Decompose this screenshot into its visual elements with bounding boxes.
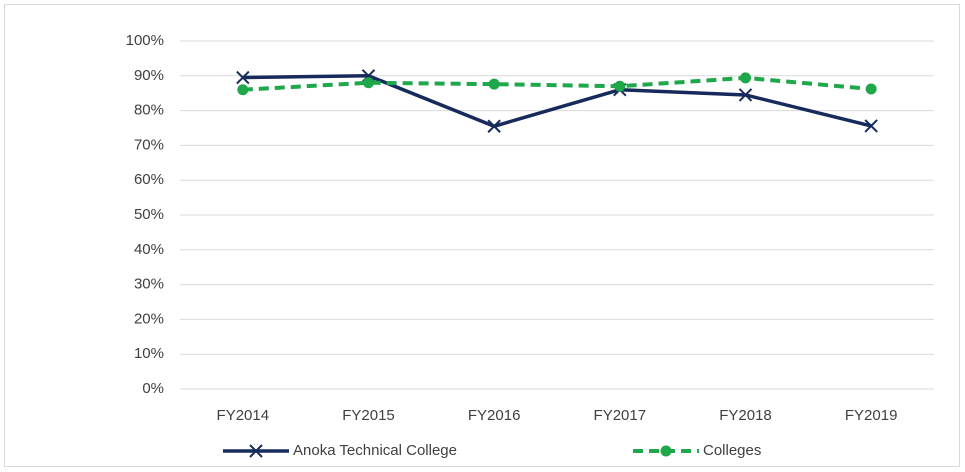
y-tick-label: 40% bbox=[134, 241, 164, 258]
series-line bbox=[242, 74, 872, 129]
x-tick-label: FY2015 bbox=[342, 407, 395, 424]
y-tick-label: 60% bbox=[134, 171, 164, 188]
legend-label: Anoka Technical College bbox=[293, 442, 457, 459]
legend-label: Colleges bbox=[703, 442, 761, 459]
y-tick-label: 100% bbox=[126, 32, 164, 49]
x-tick-label: FY2014 bbox=[217, 407, 270, 424]
marker bbox=[865, 83, 877, 95]
x-tick-label: FY2018 bbox=[719, 407, 772, 424]
marker bbox=[237, 84, 249, 96]
marker bbox=[614, 80, 626, 92]
y-tick-label: 70% bbox=[134, 136, 164, 153]
series-line bbox=[242, 75, 872, 92]
marker bbox=[488, 78, 500, 90]
marker bbox=[864, 119, 878, 133]
x-tick-label: FY2019 bbox=[845, 407, 898, 424]
marker bbox=[738, 88, 753, 102]
y-tick-label: 20% bbox=[134, 310, 164, 327]
legend-marker bbox=[660, 445, 672, 457]
marker bbox=[236, 70, 250, 85]
x-tick-label: FY2016 bbox=[468, 407, 521, 424]
y-tick-label: 90% bbox=[134, 67, 164, 84]
marker bbox=[363, 77, 374, 89]
y-tick-label: 0% bbox=[142, 380, 164, 397]
marker bbox=[740, 72, 751, 84]
legend-marker bbox=[249, 444, 263, 458]
y-tick-label: 30% bbox=[134, 276, 164, 293]
y-tick-label: 50% bbox=[134, 206, 164, 223]
x-tick-label: FY2017 bbox=[594, 407, 647, 424]
y-tick-label: 80% bbox=[134, 102, 164, 119]
marker bbox=[487, 119, 501, 133]
y-tick-label: 10% bbox=[134, 345, 164, 362]
